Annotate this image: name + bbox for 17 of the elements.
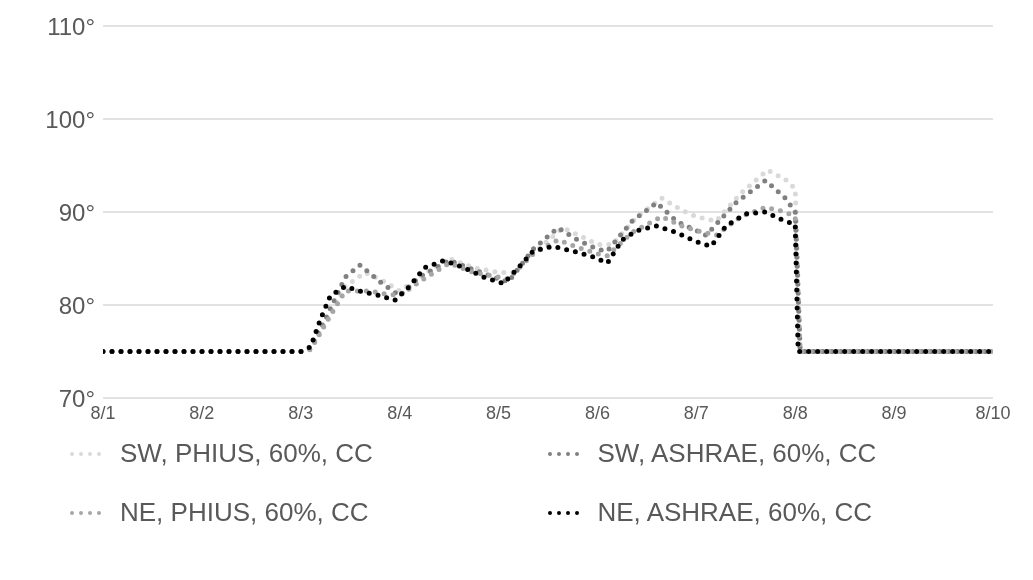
y-tick-label: 100° bbox=[45, 105, 95, 133]
legend-label: SW, PHIUS, 60%, CC bbox=[120, 438, 373, 469]
x-tick-label: 8/2 bbox=[189, 402, 215, 423]
y-tick-label: 90° bbox=[58, 198, 95, 226]
x-tick-label: 8/6 bbox=[584, 402, 610, 423]
y-tick-label: 80° bbox=[58, 291, 95, 319]
x-tick-label: 8/3 bbox=[288, 402, 314, 423]
y-tick-label: 110° bbox=[47, 12, 95, 40]
legend-label: SW, ASHRAE, 60%, CC bbox=[597, 438, 877, 469]
legend-label: NE, PHIUS, 60%, CC bbox=[120, 497, 369, 528]
x-tick-label: 8/8 bbox=[782, 402, 808, 423]
x-tick-label: 8/10 bbox=[975, 402, 1011, 423]
x-tick-label: 8/9 bbox=[881, 402, 907, 423]
x-tick-label: 8/7 bbox=[683, 402, 709, 423]
x-tick-label: 8/5 bbox=[486, 402, 512, 423]
x-tick-label: 8/4 bbox=[387, 402, 413, 423]
legend-label: NE, ASHRAE, 60%, CC bbox=[597, 497, 873, 528]
